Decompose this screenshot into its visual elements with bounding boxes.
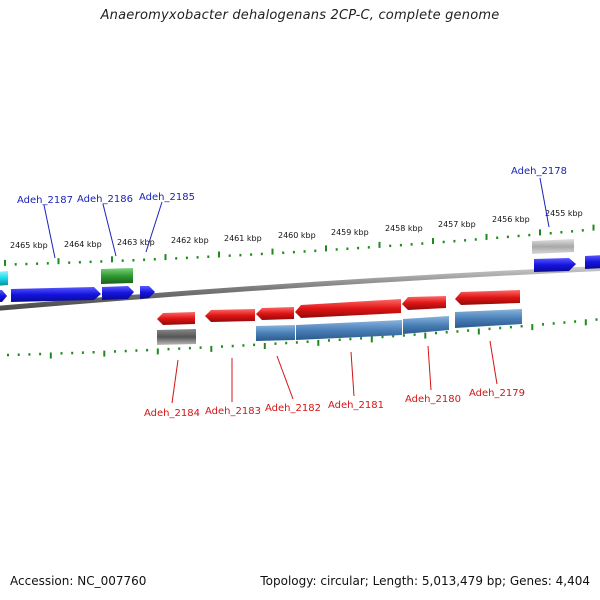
reverse-genes [157,290,522,345]
gene-label[interactable]: Adeh_2185 [139,192,195,203]
gene-red[interactable] [157,312,195,325]
scale-label: 2464 kbp [64,240,102,249]
gene-red[interactable] [205,309,255,322]
scale-labels: 2465 kbp 2464 kbp 2463 kbp 2462 kbp 2461… [10,209,583,250]
gene-green-rna[interactable] [101,268,133,284]
genome-summary-text: Topology: circular; Length: 5,013,479 bp… [260,574,590,588]
scale-label: 2462 kbp [171,236,209,245]
gene-label[interactable]: Adeh_2179 [469,388,525,399]
gene-label[interactable]: Adeh_2180 [405,394,461,405]
scale-label: 2459 kbp [331,228,369,237]
scale-label: 2465 kbp [10,241,48,250]
scale-label: 2461 kbp [224,234,262,243]
gene-red[interactable] [256,307,294,320]
scale-label: 2456 kbp [492,215,530,224]
bottom-leader-lines [171,340,498,404]
inner-scale [7,318,598,359]
gene-steel[interactable] [403,316,449,334]
gene-label[interactable]: Adeh_2184 [144,408,200,419]
gene-blue[interactable] [0,290,7,302]
gene-label[interactable]: Adeh_2186 [77,194,133,205]
gene-cyan[interactable] [0,271,8,286]
gene-blue[interactable] [102,286,134,300]
gene-label[interactable]: Adeh_2181 [328,400,384,411]
gene-red[interactable] [455,290,520,305]
gene-blue[interactable] [140,286,155,299]
forward-genes [0,239,600,302]
scale-label: 2457 kbp [438,220,476,229]
top-leader-lines [43,177,550,259]
scale-label: 2463 kbp [117,238,155,247]
gene-red[interactable] [295,299,401,318]
bottom-gene-labels: Adeh_2184 Adeh_2183 Adeh_2182 Adeh_2181 … [144,388,525,419]
scale-label: 2460 kbp [278,231,316,240]
gene-blue[interactable] [534,258,576,272]
gene-label[interactable]: Adeh_2178 [511,166,567,177]
scale-label: 2455 kbp [545,209,583,218]
top-gene-labels: Adeh_2187 Adeh_2186 Adeh_2185 Adeh_2178 [17,166,567,206]
gene-steel[interactable] [296,320,402,340]
gene-grey[interactable] [532,239,574,254]
gene-dark[interactable] [157,329,196,345]
gene-label[interactable]: Adeh_2183 [205,406,261,417]
accession-text: Accession: NC_007760 [10,574,147,588]
genome-backbone [0,265,600,311]
gene-steel[interactable] [256,325,295,341]
gene-steel[interactable] [455,309,522,328]
outer-scale [4,224,595,266]
gene-blue[interactable] [11,287,101,302]
map-title: Anaeromyxobacter dehalogenans 2CP-C, com… [100,8,500,23]
gene-red[interactable] [402,296,446,310]
gene-label[interactable]: Adeh_2182 [265,403,321,414]
gene-blue[interactable] [585,255,600,269]
scale-label: 2458 kbp [385,224,423,233]
gene-label[interactable]: Adeh_2187 [17,195,73,206]
